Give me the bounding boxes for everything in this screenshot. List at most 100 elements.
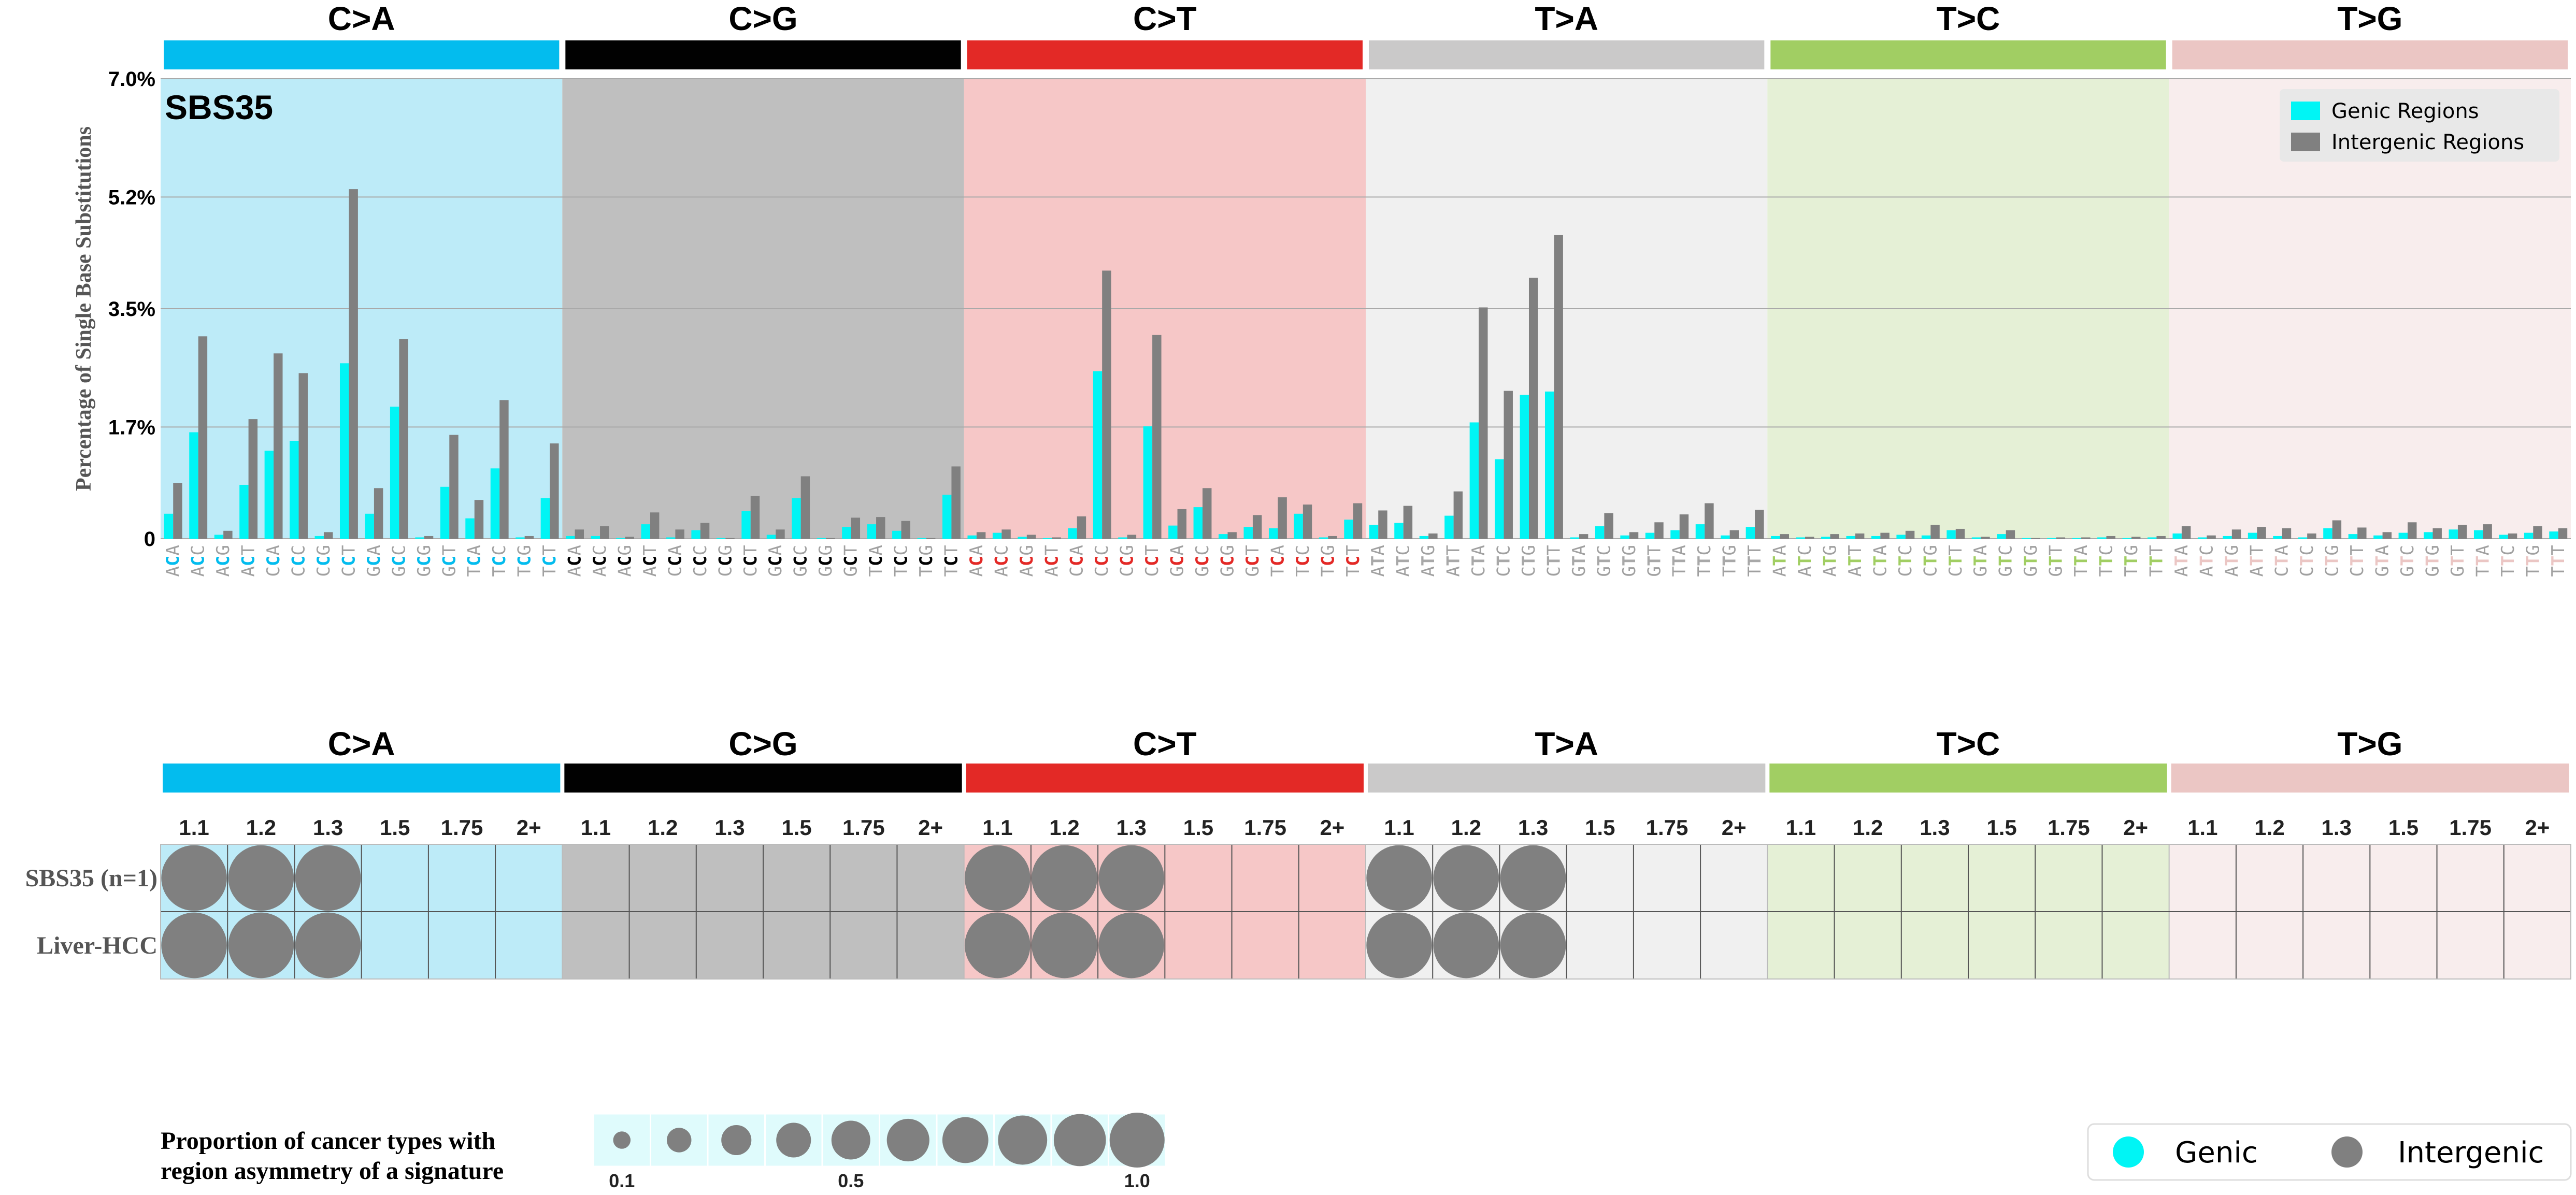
y-axis-label: Percentage of Single Base Substitutions — [72, 126, 96, 491]
context-label-26: GCG — [815, 545, 836, 577]
bar-intergenic — [876, 517, 885, 539]
context-label-47: TCT — [1343, 545, 1364, 577]
context-label-24: GCA — [765, 545, 786, 577]
bar-genic — [365, 513, 374, 539]
bar-genic — [992, 532, 1002, 539]
context-label-6: CCG — [313, 545, 334, 577]
context-label-11: GCT — [439, 545, 460, 577]
bar-intergenic — [1328, 536, 1337, 539]
grid-column-label: 1.2 — [1853, 815, 1883, 840]
bar-intergenic — [1378, 510, 1387, 539]
context-label-0: ACA — [163, 545, 183, 577]
context-label-16: ACA — [565, 545, 585, 577]
context-label-7: CCT — [338, 545, 359, 577]
context-label-79: TTT — [2146, 545, 2167, 577]
bar-genic — [290, 440, 299, 539]
grid-mutation-label: T>G — [2337, 725, 2402, 762]
asymmetry-circle — [295, 912, 361, 978]
bar-genic — [2248, 532, 2257, 539]
asymmetry-circle — [228, 845, 294, 911]
bar-genic — [2122, 538, 2131, 539]
bar-genic — [691, 530, 700, 539]
bar-intergenic — [1579, 534, 1588, 539]
bar-genic — [1745, 527, 1755, 539]
region-legend-box — [2087, 1123, 2572, 1181]
bar-genic — [792, 498, 801, 539]
bar-intergenic — [2231, 529, 2241, 539]
context-label-22: CCG — [715, 545, 736, 577]
bar-intergenic — [2006, 530, 2015, 539]
bar-intergenic — [2432, 528, 2442, 539]
context-label-41: GCC — [1192, 545, 1213, 577]
bar-intergenic — [1303, 505, 1312, 539]
bar-genic — [1846, 536, 1855, 539]
context-label-39: CCT — [1142, 545, 1163, 577]
bar-genic — [465, 518, 475, 539]
bar-intergenic — [349, 189, 358, 539]
asymmetry-circle — [1098, 845, 1165, 911]
context-label-38: CCG — [1117, 545, 1138, 577]
mutation-bar-4 — [1770, 40, 2166, 69]
bar-intergenic — [2031, 538, 2040, 539]
context-label-35: ACT — [1041, 545, 1062, 577]
bar-intergenic — [274, 353, 283, 539]
grid-mutation-label: T>A — [1535, 725, 1598, 762]
bar-genic — [2373, 535, 2383, 539]
bar-intergenic — [1001, 529, 1011, 539]
bar-intergenic — [1152, 335, 1162, 539]
bar-intergenic — [1127, 535, 1137, 539]
bar-intergenic — [449, 435, 459, 539]
asymmetry-circle — [964, 845, 1031, 911]
context-label-91: GTT — [2448, 545, 2468, 577]
bar-genic — [2197, 537, 2207, 539]
bar-genic — [1042, 538, 1052, 539]
context-label-61: TTC — [1694, 545, 1715, 577]
context-label-54: CTG — [1519, 545, 1539, 577]
context-label-33: ACC — [991, 545, 1012, 577]
bar-intergenic — [675, 529, 684, 539]
bar-genic — [1369, 525, 1379, 539]
context-label-23: CCT — [740, 545, 761, 577]
context-label-14: TCG — [514, 545, 535, 577]
bar-intergenic — [1629, 532, 1639, 539]
bar-intergenic — [976, 532, 986, 539]
sbs-bar-chart: C>A C>G C>T T>A T>C T>G 0 1.7% 3.5% 5.2% 7.0% Perce… — [72, 0, 2571, 577]
region-legend-genic-marker — [2113, 1136, 2144, 1168]
grid-column-label: 1.2 — [246, 815, 276, 840]
bar-intergenic — [1930, 525, 1940, 539]
bar-intergenic — [1805, 537, 1814, 539]
bar-genic — [842, 527, 851, 539]
legend-label-intergenic: Intergenic Regions — [2331, 131, 2524, 154]
bar-genic — [1595, 526, 1605, 539]
bar-genic — [666, 537, 676, 539]
context-label-21: CCC — [690, 545, 711, 577]
context-label-1: ACC — [188, 545, 209, 577]
grid-column-label: 1.2 — [648, 815, 678, 840]
bar-intergenic — [2131, 537, 2141, 539]
bar-genic — [967, 535, 977, 539]
bar-genic — [1444, 515, 1454, 539]
bar-genic — [239, 484, 249, 539]
context-label-53: CTC — [1494, 545, 1514, 577]
bar-genic — [2473, 530, 2483, 539]
grid-mutation-label: C>T — [1133, 725, 1197, 762]
bar-genic — [1469, 422, 1479, 539]
context-label-89: GTC — [2397, 545, 2418, 577]
context-label-94: TTG — [2523, 545, 2543, 577]
bar-genic — [2549, 531, 2558, 539]
bar-intergenic — [901, 521, 910, 539]
context-label-60: TTA — [1669, 545, 1690, 577]
context-label-5: CCC — [289, 545, 309, 577]
bar-genic — [2147, 537, 2157, 539]
bar-genic — [1997, 534, 2006, 539]
bar-genic — [339, 363, 349, 539]
bar-intergenic — [1955, 528, 1965, 539]
context-label-8: GCA — [364, 545, 384, 577]
bar-genic — [1193, 507, 1203, 539]
grid-column-label: 1.5 — [1585, 815, 1615, 840]
bar-intergenic — [1981, 537, 1990, 539]
context-label-65: ATC — [1795, 545, 1815, 577]
bar-genic — [2348, 534, 2358, 539]
context-label-32: ACA — [966, 545, 987, 577]
bar-genic — [490, 468, 500, 539]
